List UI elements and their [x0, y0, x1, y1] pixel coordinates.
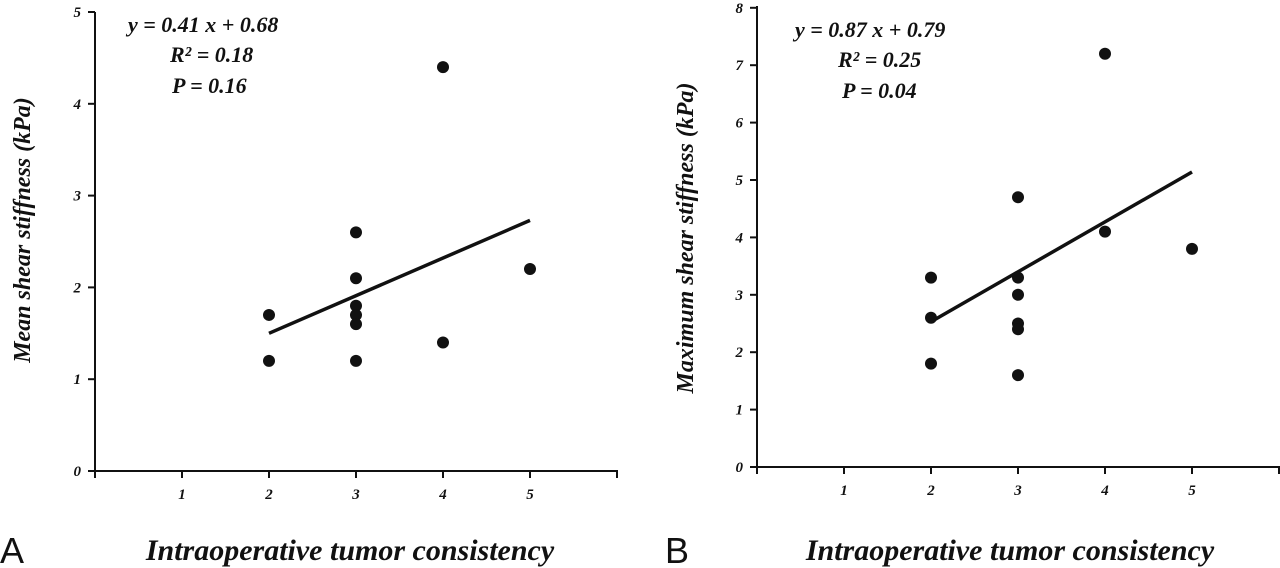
chart-b-equation: y = 0.87 x + 0.79	[792, 17, 945, 42]
data-point	[350, 354, 362, 367]
chart-b-fit-line-group	[930, 170, 1193, 324]
chart-b: 0 1 2 3 4 5 6 7 8 1 2 3 4 5 Maximum shear stiffness (…	[665, 1, 1280, 568]
data-point	[350, 318, 362, 331]
data-point	[350, 272, 362, 285]
data-point	[925, 311, 937, 324]
chart-a-y-axis-label: Mean shear stiffness (kPa)	[10, 97, 36, 364]
data-point	[524, 263, 536, 276]
data-point	[263, 354, 275, 367]
data-point	[437, 336, 449, 349]
data-point	[1012, 271, 1024, 284]
x-tick-label: 2	[264, 487, 273, 503]
data-point	[1099, 47, 1111, 60]
data-point	[350, 226, 362, 239]
chart-b-tick-labels: 0 1 2 3 4 5 6 7 8 1 2 3 4 5	[735, 1, 1197, 499]
chart-a: 0 1 2 3 4 5 1 2 3 4 5 Mean shear stiffness (kPa) I…	[0, 5, 618, 568]
chart-a-axes	[88, 11, 618, 478]
data-point	[350, 299, 362, 312]
y-tick-label: 3	[73, 189, 82, 205]
data-point	[350, 308, 362, 321]
chart-a-equation: y = 0.41 x + 0.68	[125, 12, 278, 37]
chart-b-panel-label: B	[665, 530, 689, 568]
data-point	[1099, 225, 1111, 238]
chart-a-x-axis-label: Intraoperative tumor consistency	[145, 534, 555, 567]
chart-b-y-axis-label: Maximum shear stiffness (kPa)	[673, 83, 699, 395]
chart-b-x-axis-label: Intraoperative tumor consistency	[805, 534, 1215, 567]
data-point	[1012, 323, 1024, 336]
y-tick-label: 5	[74, 5, 82, 21]
data-point	[925, 357, 937, 370]
y-tick-label: 1	[74, 372, 82, 388]
x-tick-label: 5	[526, 487, 534, 503]
data-point	[1012, 288, 1024, 301]
chart-b-r-squared: R² = 0.25	[837, 47, 921, 72]
chart-b-axes	[750, 6, 1280, 474]
y-tick-label: 8	[736, 1, 744, 17]
y-tick-label: 1	[736, 403, 744, 419]
data-point	[437, 61, 449, 74]
chart-a-p-value: P = 0.16	[171, 73, 247, 98]
x-tick-label: 1	[178, 487, 186, 503]
regression-line	[268, 218, 531, 335]
chart-a-points	[263, 61, 536, 367]
chart-a-tick-labels: 0 1 2 3 4 5 1 2 3 4 5	[73, 5, 535, 503]
x-tick-label: 4	[438, 487, 447, 503]
y-tick-label: 6	[736, 116, 744, 132]
chart-a-r-squared: R² = 0.18	[169, 42, 253, 67]
x-tick-label: 1	[840, 483, 848, 499]
y-tick-label: 4	[73, 97, 82, 113]
x-tick-label: 4	[1100, 483, 1109, 499]
data-point	[1012, 191, 1024, 204]
data-point	[1186, 242, 1198, 255]
x-tick-label: 2	[926, 483, 935, 499]
x-tick-label: 3	[351, 487, 360, 503]
regression-line	[930, 170, 1193, 324]
data-point	[1012, 369, 1024, 382]
y-tick-label: 3	[735, 288, 744, 304]
chart-b-p-value: P = 0.04	[841, 78, 917, 103]
y-tick-label: 7	[736, 58, 744, 74]
data-point	[263, 308, 275, 321]
chart-b-points	[925, 47, 1198, 382]
data-point	[925, 271, 937, 284]
y-tick-label: 2	[73, 280, 82, 296]
chart-a-fit-line-group	[268, 218, 531, 335]
chart-a-panel-label: A	[0, 530, 24, 568]
x-tick-label: 5	[1188, 483, 1196, 499]
x-tick-label: 3	[1013, 483, 1022, 499]
y-tick-label: 2	[735, 345, 744, 361]
y-tick-label: 4	[735, 230, 744, 246]
y-tick-label: 5	[736, 173, 744, 189]
y-tick-label: 0	[736, 460, 744, 476]
y-tick-label: 0	[74, 464, 82, 480]
